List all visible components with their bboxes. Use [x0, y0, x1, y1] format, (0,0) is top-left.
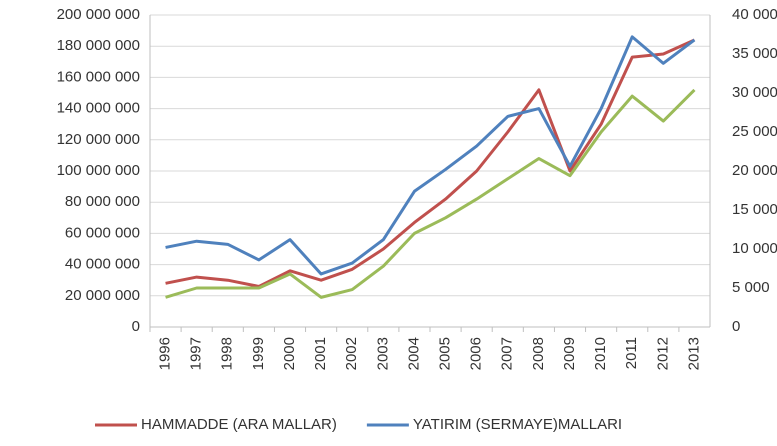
- y-tick-label: 180 000 000: [57, 37, 140, 54]
- y2-tick-label: 0: [732, 318, 740, 335]
- y2-tick-label: 25 000: [732, 123, 777, 140]
- y-tick-label: 40 000 000: [65, 256, 140, 273]
- y2-tick-label: 5 000: [732, 279, 770, 296]
- x-tick-label: 1999: [250, 337, 267, 370]
- y2-tick-label: 30 000: [732, 84, 777, 101]
- x-tick-label: 2008: [530, 337, 547, 370]
- x-tick-label: 1997: [188, 337, 205, 370]
- y-tick-label: 120 000 000: [57, 131, 140, 148]
- y-tick-label: 200 000 000: [57, 6, 140, 23]
- x-tick-label: 2013: [685, 337, 702, 370]
- y-tick-label: 60 000 000: [65, 224, 140, 241]
- series-line: [165, 35, 696, 276]
- x-tick-label: 2003: [374, 337, 391, 370]
- x-tick-label: 2010: [592, 337, 609, 370]
- y-tick-label: 140 000 000: [57, 100, 140, 117]
- x-tick-label: 2001: [312, 337, 329, 370]
- series-line: [165, 88, 696, 299]
- x-tick-label: 1996: [157, 337, 174, 370]
- x-tick-label: 2002: [343, 337, 360, 370]
- y2-tick-label: 20 000: [732, 162, 777, 179]
- x-tick-label: 2000: [281, 337, 298, 370]
- x-tick-label: 1998: [219, 337, 236, 370]
- x-tick-label: 2007: [499, 337, 516, 370]
- y2-tick-label: 40 000: [732, 6, 777, 23]
- y2-tick-label: 15 000: [732, 201, 777, 218]
- legend-label: HAMMADDE (ARA MALLAR): [141, 416, 337, 433]
- x-tick-label: 2009: [561, 337, 578, 370]
- y-tick-label: 0: [132, 318, 140, 335]
- legend-label: YATIRIM (SERMAYE)MALLARI: [413, 416, 622, 433]
- x-tick-label: 2012: [654, 337, 671, 370]
- y-tick-label: 80 000 000: [65, 193, 140, 210]
- x-tick-label: 2006: [468, 337, 485, 370]
- y-tick-label: 160 000 000: [57, 68, 140, 85]
- y2-tick-label: 10 000: [732, 240, 777, 257]
- x-tick-label: 2011: [623, 337, 640, 369]
- y-tick-label: 20 000 000: [65, 287, 140, 304]
- y-tick-label: 100 000 000: [57, 162, 140, 179]
- y2-tick-label: 35 000: [732, 45, 777, 62]
- x-tick-label: 2004: [405, 337, 422, 370]
- series-line: [165, 38, 696, 288]
- x-tick-label: 2005: [437, 337, 454, 370]
